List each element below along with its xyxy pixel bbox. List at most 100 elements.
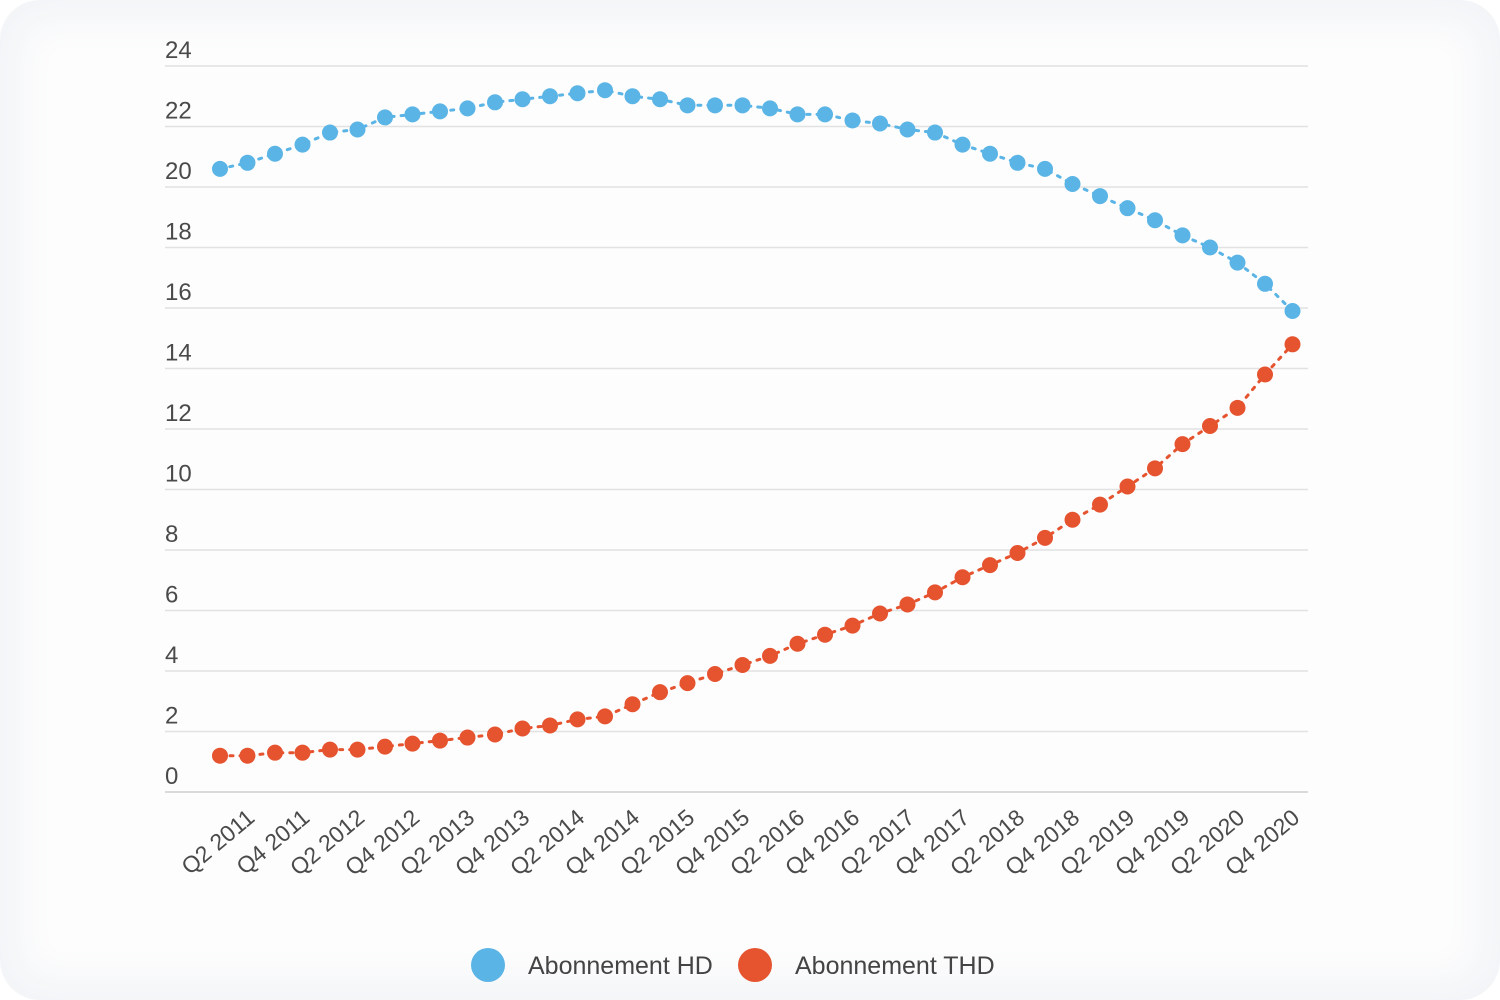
data-point [267, 145, 283, 162]
data-point [322, 124, 338, 141]
legend-item-1: Abonnement HD [471, 948, 713, 982]
data-point [1064, 511, 1081, 528]
data-point [624, 88, 641, 105]
data-point [569, 85, 586, 102]
legend-label: Abonnement HD [528, 952, 713, 980]
data-point [514, 91, 531, 108]
data-point [762, 100, 778, 117]
data-point [1147, 460, 1163, 477]
data-point [652, 91, 668, 108]
y-tick-label-16: 16 [165, 279, 192, 306]
data-point [1174, 227, 1191, 244]
data-point [542, 717, 558, 734]
data-point [927, 124, 943, 141]
data-point [789, 106, 806, 123]
legend: Abonnement HD Abonnement THD [471, 948, 995, 982]
data-point [349, 741, 366, 758]
data-point [1009, 545, 1026, 562]
data-point [432, 732, 448, 749]
data-point [514, 720, 531, 737]
data-point [1064, 175, 1081, 192]
data-point [707, 666, 723, 683]
data-point [377, 109, 393, 126]
data-point [569, 711, 586, 728]
data-point [432, 103, 448, 120]
data-point [1037, 529, 1053, 546]
data-point [734, 656, 751, 673]
data-point [459, 100, 476, 117]
data-point [1229, 399, 1246, 416]
data-point [844, 112, 861, 129]
data-point [679, 97, 696, 114]
data-point [1229, 254, 1246, 271]
data-point [267, 744, 283, 761]
series-layer [212, 82, 1301, 764]
data-point [239, 154, 256, 171]
data-point [982, 145, 998, 162]
data-point [817, 106, 833, 123]
data-point [1092, 188, 1108, 205]
data-point [294, 136, 311, 153]
data-point [294, 744, 311, 761]
data-point [1009, 154, 1026, 171]
data-point [1257, 275, 1273, 292]
data-point [1284, 303, 1301, 320]
series-2 [212, 336, 1301, 764]
y-tick-label-12: 12 [165, 400, 192, 427]
grid-lines [165, 65, 1308, 793]
data-point [1174, 436, 1191, 453]
data-point [1037, 160, 1053, 177]
data-point [239, 747, 256, 764]
data-point [404, 106, 421, 123]
data-point [954, 569, 971, 586]
data-point [349, 121, 366, 138]
data-point [377, 738, 393, 755]
data-point [1119, 478, 1136, 495]
data-point [1257, 366, 1273, 383]
data-point [789, 635, 806, 652]
data-point [927, 584, 943, 601]
data-point [954, 136, 971, 153]
y-tick-label-6: 6 [165, 582, 178, 609]
legend-marker [471, 948, 505, 982]
data-point [762, 647, 778, 664]
data-point [1119, 200, 1136, 217]
data-point [487, 94, 503, 111]
y-tick-label-18: 18 [165, 219, 192, 246]
data-point [707, 97, 723, 114]
y-tick-label-2: 2 [165, 703, 178, 730]
y-tick-label-14: 14 [165, 340, 192, 367]
data-point [542, 88, 558, 105]
data-point [597, 82, 613, 99]
y-tick-label-22: 22 [165, 98, 192, 125]
data-point [1202, 417, 1218, 434]
y-tick-label-10: 10 [165, 461, 192, 488]
y-tick-label-8: 8 [165, 521, 178, 548]
series-line-1 [218, 88, 1294, 313]
data-point [487, 726, 503, 743]
y-tick-label-24: 24 [165, 37, 192, 64]
data-point [624, 696, 641, 713]
data-point [844, 617, 861, 634]
legend-marker [738, 948, 772, 982]
data-point [872, 605, 888, 622]
series-1 [212, 82, 1301, 320]
data-point [212, 160, 228, 177]
data-point [652, 684, 668, 701]
data-point [734, 97, 751, 114]
y-tick-label-0: 0 [165, 763, 178, 790]
data-point [212, 747, 228, 764]
data-point [899, 596, 916, 613]
data-point [1092, 496, 1108, 513]
data-point [1202, 239, 1218, 256]
series-line-2 [218, 342, 1294, 758]
data-point [899, 121, 916, 138]
legend-item-2: Abonnement THD [738, 948, 995, 982]
data-point [679, 675, 696, 692]
data-point [459, 729, 476, 746]
data-point [872, 115, 888, 132]
y-tick-label-4: 4 [165, 642, 178, 669]
